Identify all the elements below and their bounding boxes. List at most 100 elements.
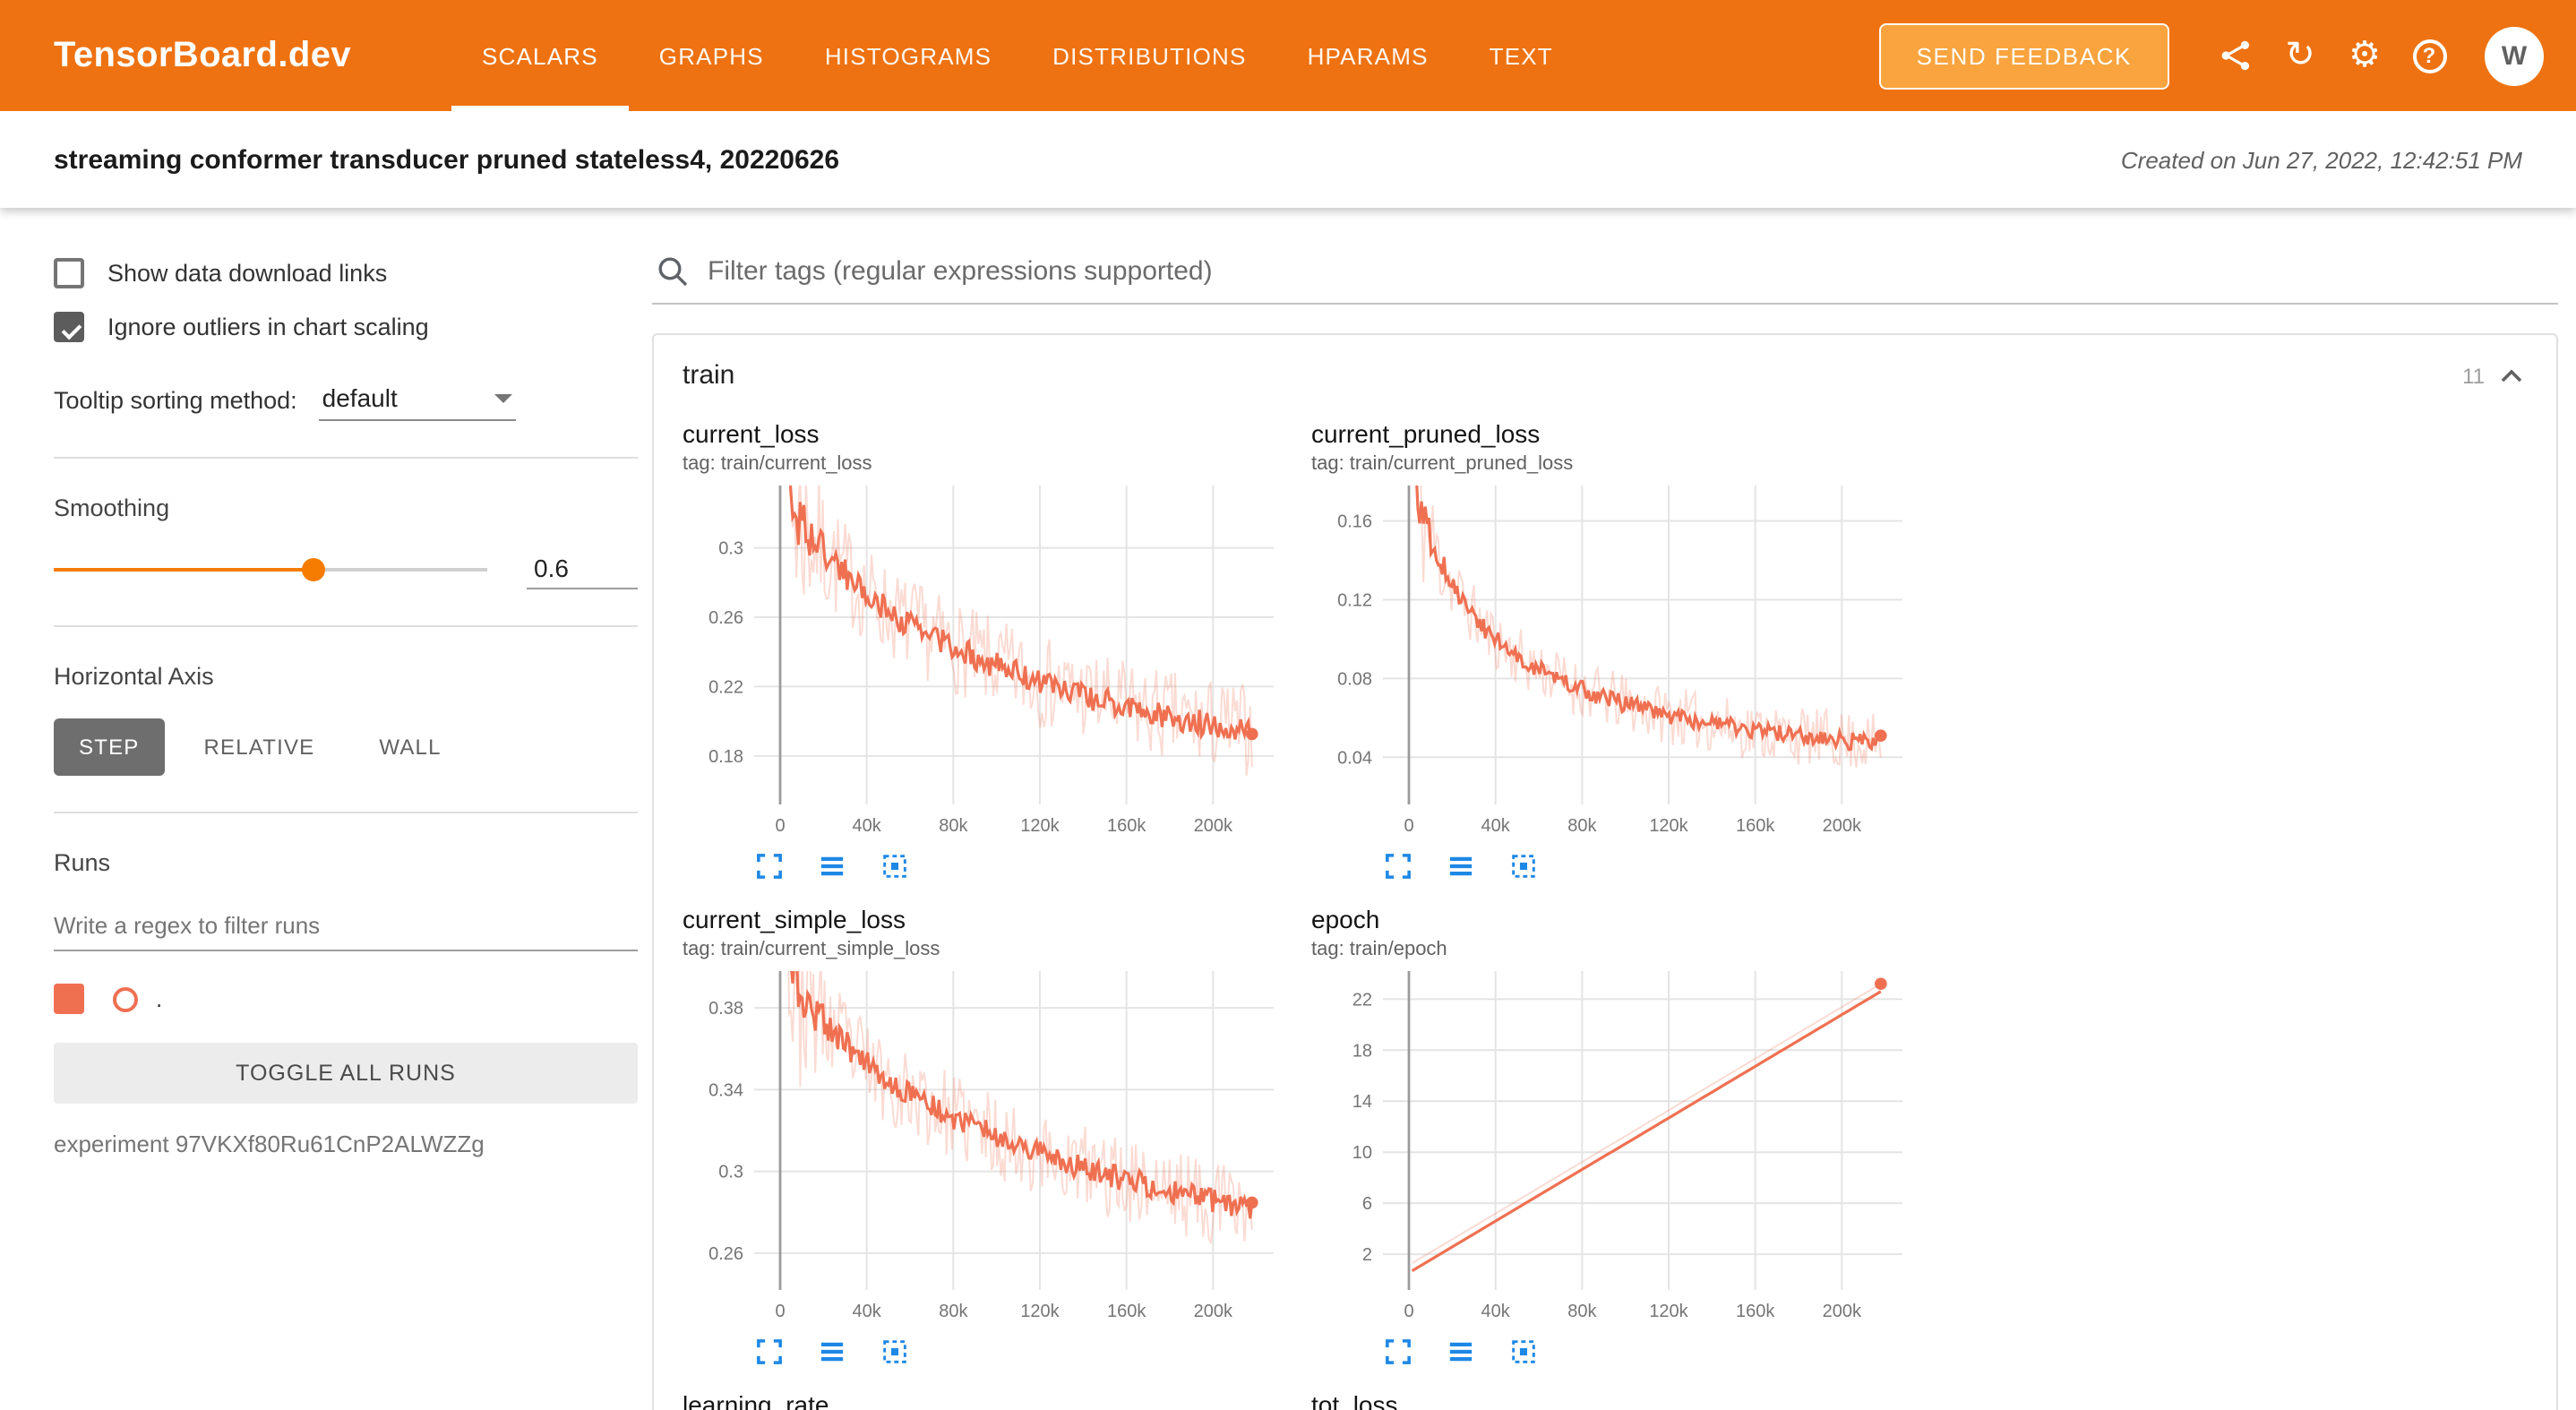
- smoothing-row: 0.6: [54, 550, 638, 589]
- svg-text:120k: 120k: [1020, 1302, 1060, 1321]
- chart-toolbar: [683, 1337, 1281, 1369]
- chart-title: current_loss: [683, 419, 820, 448]
- chart-tile-current_pruned_loss: current_pruned_loss tag: train/current_pr…: [1311, 419, 1910, 883]
- svg-text:0: 0: [775, 816, 785, 836]
- sidebar-divider: [54, 625, 638, 627]
- smoothing-value-input[interactable]: 0.6: [527, 550, 638, 589]
- svg-text:0: 0: [775, 1302, 785, 1321]
- content-area: Show data download links Ignore outliers…: [0, 208, 2576, 1410]
- svg-text:0.22: 0.22: [708, 677, 743, 697]
- chart-plot-epoch[interactable]: 2 6 10 14 18 22 0 40k 80k 120k 160k 200k: [1311, 964, 1910, 1333]
- svg-text:2: 2: [1362, 1245, 1372, 1265]
- svg-text:160k: 160k: [1107, 816, 1146, 836]
- send-feedback-button[interactable]: SEND FEEDBACK: [1878, 22, 2169, 89]
- svg-text:0.08: 0.08: [1337, 669, 1372, 689]
- smoothing-slider[interactable]: [54, 558, 487, 581]
- tooltip-sort-label: Tooltip sorting method:: [54, 386, 297, 413]
- ignore-outliers-checkbox[interactable]: [54, 312, 84, 342]
- fit-domain-icon[interactable]: [880, 851, 912, 883]
- show-download-checkbox[interactable]: [54, 258, 84, 288]
- data-table-icon[interactable]: [817, 1337, 849, 1369]
- tooltip-sort-value: default: [322, 383, 398, 412]
- collapse-chevron-icon[interactable]: [2499, 367, 2524, 383]
- svg-text:40k: 40k: [1481, 816, 1511, 836]
- chart-toolbar: [683, 851, 1281, 883]
- search-icon: [658, 257, 688, 287]
- data-table-icon[interactable]: [1446, 851, 1478, 883]
- expand-chart-icon[interactable]: [1383, 1337, 1415, 1369]
- tab-graphs[interactable]: GRAPHS: [658, 42, 764, 69]
- fit-domain-icon[interactable]: [1508, 1337, 1541, 1369]
- svg-text:120k: 120k: [1649, 816, 1688, 836]
- tooltip-sort-select[interactable]: default: [318, 378, 516, 421]
- tab-hparams[interactable]: HPARAMS: [1307, 42, 1429, 69]
- main-nav: SCALARS GRAPHS HISTOGRAMS DISTRIBUTIONS HPAR…: [451, 0, 1584, 111]
- app-brand[interactable]: TensorBoard.dev: [54, 35, 351, 74]
- data-table-icon[interactable]: [817, 851, 849, 883]
- data-table-icon[interactable]: [1446, 1337, 1478, 1369]
- chart-plot-current_simple_loss[interactable]: 0.26 0.3 0.34 0.38 0 40k 80k 120k 160k 200k: [683, 964, 1281, 1333]
- svg-text:40k: 40k: [1481, 1302, 1511, 1321]
- refresh-icon[interactable]: ↻: [2285, 36, 2315, 75]
- card-title: train: [683, 360, 735, 391]
- expand-chart-icon[interactable]: [754, 851, 786, 883]
- svg-text:80k: 80k: [939, 1302, 968, 1321]
- train-card-header[interactable]: train 11: [654, 335, 2556, 405]
- tab-scalars[interactable]: SCALARS: [451, 0, 629, 111]
- toggle-all-runs-button[interactable]: TOGGLE ALL RUNS: [54, 1043, 638, 1104]
- header-actions: SEND FEEDBACK ↻ ⚙ ? W: [1878, 0, 2544, 111]
- chart-title: learning_rate: [683, 1390, 829, 1410]
- svg-text:120k: 120k: [1649, 1302, 1688, 1321]
- chart-plot-current_loss[interactable]: 0.18 0.22 0.26 0.3 0 40k 80k 120k 160k 200k: [683, 478, 1281, 847]
- tab-distributions[interactable]: DISTRIBUTIONS: [1052, 42, 1247, 69]
- fit-domain-icon[interactable]: [1508, 851, 1541, 883]
- svg-text:80k: 80k: [1567, 1302, 1597, 1321]
- main-panel: train 11 current_loss tag: train/current_…: [648, 208, 2576, 1410]
- card-header-right: 11: [2462, 363, 2524, 388]
- svg-text:120k: 120k: [1020, 816, 1060, 836]
- chart-plot-current_pruned_loss[interactable]: 0.04 0.08 0.12 0.16 0 40k 80k 120k 160k 200k: [1311, 478, 1910, 847]
- avatar[interactable]: W: [2485, 26, 2544, 85]
- svg-text:200k: 200k: [1823, 1302, 1862, 1321]
- settings-gear-icon[interactable]: ⚙: [2348, 36, 2381, 75]
- chart-title: current_pruned_loss: [1311, 419, 1541, 448]
- help-icon[interactable]: ?: [2406, 32, 2452, 79]
- axis-relative-button[interactable]: RELATIVE: [179, 718, 340, 776]
- sidebar-divider: [54, 457, 638, 459]
- help-question-mark: ?: [2412, 39, 2446, 73]
- svg-text:0.18: 0.18: [708, 747, 743, 767]
- chart-tile-current_loss: current_loss tag: train/current_loss 0.18 0…: [683, 419, 1281, 883]
- chart-tag: tag: train/current_loss: [683, 453, 872, 475]
- runs-label: Runs: [54, 849, 111, 876]
- fit-domain-icon[interactable]: [880, 1337, 912, 1369]
- share-icon[interactable]: [2212, 32, 2259, 79]
- svg-text:0.3: 0.3: [718, 539, 743, 559]
- tab-histograms[interactable]: HISTOGRAMS: [824, 42, 992, 69]
- axis-wall-button[interactable]: WALL: [354, 718, 466, 776]
- runs-filter-input[interactable]: [54, 905, 638, 951]
- tag-filter-input[interactable]: [708, 256, 2555, 287]
- svg-text:10: 10: [1352, 1143, 1372, 1163]
- run-row[interactable]: .: [54, 984, 638, 1014]
- expand-chart-icon[interactable]: [754, 1337, 786, 1369]
- train-card: train 11 current_loss tag: train/current_…: [652, 333, 2558, 1410]
- ignore-outliers-row[interactable]: Ignore outliers in chart scaling: [54, 312, 638, 342]
- run-checkbox[interactable]: [54, 984, 84, 1014]
- app-header: TensorBoard.dev SCALARS GRAPHS HISTOGRAMS D…: [0, 0, 2576, 111]
- chart-toolbar: [1311, 1337, 1910, 1369]
- smoothing-label: Smoothing: [54, 494, 170, 521]
- expand-chart-icon[interactable]: [1383, 851, 1415, 883]
- experiment-id: experiment 97VKXf80Ru61CnP2ALWZZg: [54, 1131, 485, 1157]
- chart-tag: tag: train/epoch: [1311, 939, 1447, 960]
- svg-text:6: 6: [1362, 1194, 1372, 1214]
- smoothing-slider-thumb[interactable]: [302, 558, 326, 581]
- axis-step-button[interactable]: STEP: [54, 718, 165, 776]
- svg-text:0.04: 0.04: [1337, 748, 1372, 768]
- created-timestamp: Created on Jun 27, 2022, 12:42:51 PM: [2120, 146, 2522, 173]
- tab-text[interactable]: TEXT: [1489, 42, 1553, 69]
- chart-tag: tag: train/current_simple_loss: [683, 939, 940, 960]
- show-download-row[interactable]: Show data download links: [54, 258, 638, 288]
- svg-text:22: 22: [1352, 990, 1372, 1010]
